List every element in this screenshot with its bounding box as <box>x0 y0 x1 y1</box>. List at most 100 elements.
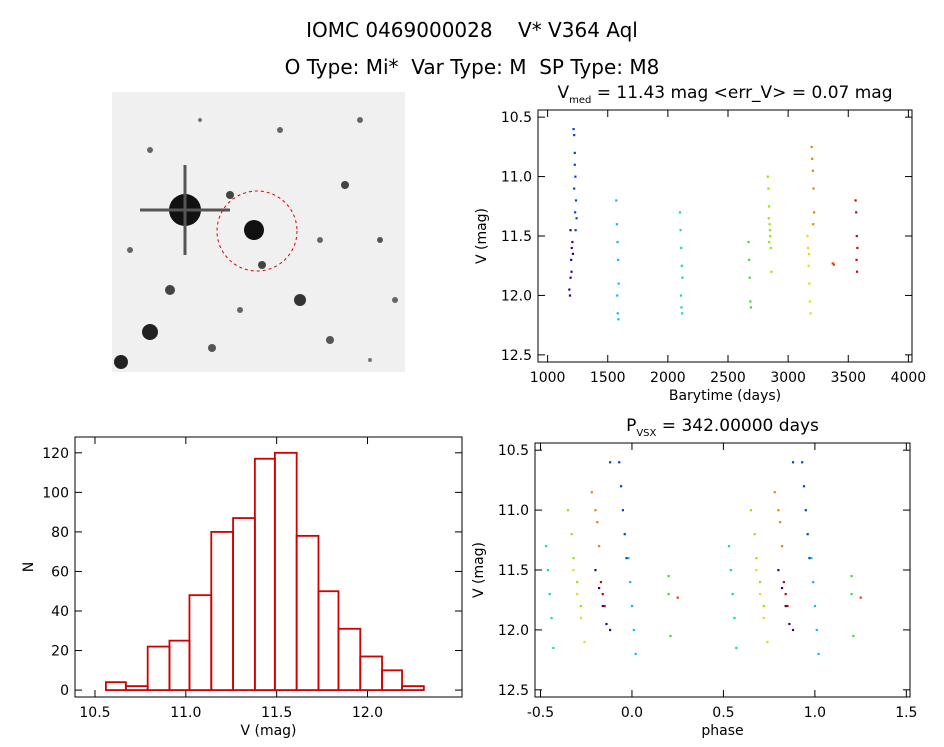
y-tick-label: 120 <box>42 446 69 462</box>
panel-title: Vmed = 11.43 mag <err_V> = 0.07 mag <box>557 83 892 106</box>
bar <box>401 685 425 691</box>
point <box>618 461 621 464</box>
y-tick-label: 12.5 <box>498 683 529 699</box>
point <box>572 557 575 560</box>
point <box>791 628 795 632</box>
point <box>786 604 789 608</box>
point <box>569 276 572 279</box>
point <box>808 300 811 303</box>
point <box>630 604 634 608</box>
point <box>634 652 637 656</box>
x-axis-label: V (mag) <box>240 723 296 739</box>
x-tick-label: 11.0 <box>170 705 201 721</box>
x-tick-label: 0.5 <box>712 705 734 721</box>
point <box>832 263 836 266</box>
point <box>594 509 597 512</box>
y-axis-label: V (mag) <box>471 542 487 598</box>
point <box>748 276 751 279</box>
star <box>237 307 243 313</box>
star <box>198 118 202 122</box>
point <box>574 199 578 202</box>
x-tick-label: 3000 <box>770 370 806 386</box>
y-tick-label: 10.5 <box>501 110 532 126</box>
point <box>788 622 791 626</box>
point <box>603 604 606 608</box>
point <box>852 634 855 638</box>
point <box>579 616 582 620</box>
point <box>859 596 862 599</box>
point <box>594 569 597 572</box>
point <box>749 300 752 303</box>
point <box>616 294 619 297</box>
point <box>570 270 573 273</box>
y-axis-label: N <box>21 562 37 572</box>
x-tick-label: 3500 <box>830 370 866 386</box>
title-main: P <box>626 416 636 436</box>
point <box>601 604 604 608</box>
y-tick-label: 60 <box>51 564 69 580</box>
star <box>258 261 266 269</box>
point <box>575 217 578 220</box>
star <box>277 127 283 133</box>
point <box>806 235 809 238</box>
point <box>617 318 620 321</box>
point <box>573 187 576 190</box>
point <box>784 604 787 608</box>
star <box>294 294 306 306</box>
point <box>769 246 772 250</box>
x-axis-label: phase <box>701 723 743 739</box>
point <box>808 282 811 285</box>
point <box>770 270 773 273</box>
point <box>782 580 785 584</box>
point <box>680 306 683 309</box>
y-axis-label: V (mag) <box>474 208 490 264</box>
sky-image <box>112 92 405 372</box>
title-subscript: VSX <box>636 428 656 439</box>
point <box>855 270 859 273</box>
x-tick-label: 1000 <box>530 370 566 386</box>
point <box>616 312 619 315</box>
point <box>573 163 576 166</box>
y-tick-label: 20 <box>51 644 69 660</box>
point <box>601 592 604 596</box>
point <box>598 545 601 548</box>
point <box>679 229 682 232</box>
point <box>855 235 858 238</box>
star <box>127 247 133 253</box>
point <box>856 246 859 250</box>
star <box>368 358 372 362</box>
y-tick-label: 12.5 <box>501 348 532 364</box>
point <box>808 557 811 560</box>
star <box>326 336 334 344</box>
point <box>576 580 579 584</box>
point <box>802 485 806 488</box>
point <box>780 586 784 590</box>
y-tick-label: 11.0 <box>498 503 529 519</box>
y-tick-label: 80 <box>51 525 69 541</box>
x-tick-label: 2000 <box>650 370 686 386</box>
x-tick-label: -0.5 <box>527 705 554 721</box>
x-tick-label: 11.5 <box>261 705 292 721</box>
point <box>806 533 809 536</box>
bar <box>381 669 403 691</box>
point <box>616 240 619 244</box>
point <box>812 211 816 214</box>
point <box>753 533 756 536</box>
star <box>114 355 128 369</box>
point <box>572 569 575 572</box>
point <box>766 640 769 644</box>
target-circle <box>216 190 298 272</box>
point <box>609 628 612 632</box>
star <box>165 285 175 295</box>
title-rest: = 11.43 mag <err_V> = 0.07 mag <box>591 83 892 103</box>
point <box>791 461 795 464</box>
point <box>812 187 815 190</box>
point <box>812 223 815 226</box>
point <box>552 646 555 650</box>
x-tick-label: 2500 <box>710 370 746 386</box>
x-tick-label: 1.5 <box>895 705 917 721</box>
point <box>777 509 780 512</box>
point <box>769 235 772 238</box>
point <box>812 580 815 584</box>
star <box>208 344 216 352</box>
